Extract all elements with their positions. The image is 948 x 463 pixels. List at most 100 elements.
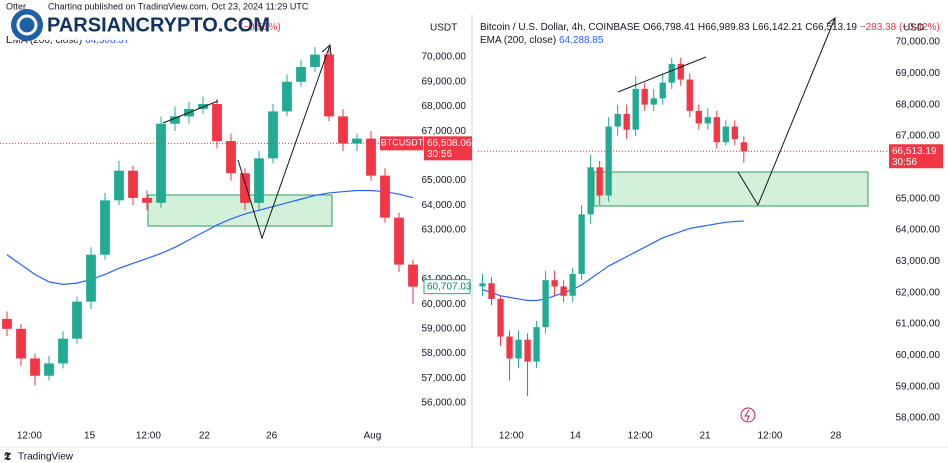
candle-body [614,114,621,127]
price-tag-timer: 30:56 [427,149,452,160]
y-tick-label: 60,000.00 [422,299,467,310]
y-tick-label: 68,000.00 [422,101,467,112]
candle-body [605,126,612,196]
candle-body [578,214,585,274]
candle-body [310,54,320,67]
candle-body [254,158,264,203]
x-tick-label: 12:00 [499,431,524,442]
candle-body [352,138,362,144]
y-tick-label: 56,000.00 [422,398,467,409]
arrow-head [826,17,836,28]
symbol-tag [380,136,423,151]
y-tick-label: 64,000.00 [896,225,941,236]
candle-body [740,142,747,152]
chart-panel: 70,000.00 69,000.00 68,000.00 67,000.00 65,0… [0,47,472,442]
candle-body [650,98,657,105]
candle-body [515,339,522,359]
candle-body [268,111,278,159]
chart-panel: 70,000.00 69,000.00 68,000.00 67,000.00 65,0… [478,37,943,442]
candle-body [128,170,138,198]
candle-body [506,336,513,359]
y-tick-label: 63,000.00 [422,225,467,236]
ema-line [6,189,414,285]
price-tag-timer: 30:56 [892,157,917,168]
header: Charting published on TradingView.com, O… [48,1,309,11]
ema-value: 64,288.85 [559,35,604,46]
candle-body [587,167,594,215]
y-tick-label: 59,000.00 [422,323,467,334]
ema-value: 64,308.37 [85,35,130,46]
candle-body [86,254,96,302]
footer-brand: TradingView [18,452,74,463]
candle-body [533,327,540,362]
trend-line [617,56,707,93]
x-tick-label: Aug [364,431,382,442]
candle-body [551,280,558,287]
legend-item: C66,513.19 [805,22,857,33]
x-tick-label: 15 [84,431,96,442]
candle-body [659,82,666,99]
candle-body [713,117,720,143]
ema-line [482,220,744,302]
y-tick-label: 59,000.00 [896,381,941,392]
candle-body [226,141,236,174]
header-prefix: Otter [6,1,26,11]
candle-body [240,173,250,203]
x-tick-label: 28 [830,431,842,442]
y-tick-label: 62,000.00 [896,287,941,298]
candle-body [704,117,711,124]
price-tag-value: 66,508.06 [427,138,472,149]
y-tick-label: 68,000.00 [896,99,941,110]
marker-tag-value: 60,707.03 [427,281,472,292]
candle-body [623,114,630,130]
legend-item: Bitcoin / U.S. Dollar, 4h, COINBASE [480,22,640,33]
y-tick-label: 63,000.00 [896,256,941,267]
x-tick-label: 12:00 [757,431,782,442]
projection-path [237,44,331,240]
candle-body [282,81,292,112]
ema-legend: EMA (200, close) 64,288.85 [480,35,604,46]
logo-icon [11,9,43,41]
candle-body [338,116,348,144]
legend-item: −342.53 (−0.51%) [201,22,281,33]
legend-right: Bitcoin / U.S. Dollar, 4h, COINBASE O66,… [480,22,940,33]
logo-bg [8,10,236,40]
candle-body [156,123,166,203]
y-tick-label: 58,000.00 [422,348,467,359]
candle-body [114,170,124,201]
logo-icon-ring [16,14,38,36]
y-tick-label: 57,000.00 [422,373,467,384]
legend-item: O66,798.41 [643,22,696,33]
footer-icon: 𝕿 [4,451,11,463]
y-tick-label: 70,000.00 [422,52,467,63]
symbol-tag-text: BTCUSDT [381,138,424,148]
legend-item: H66,989.83 [698,22,750,33]
demand-zone [593,171,869,207]
x-tick-label: 12:00 [136,431,161,442]
ema-name: EMA (200, close) [6,35,82,46]
candle-body [142,197,152,203]
price-tag [424,136,472,161]
candle-body [542,280,549,328]
y-tick-label: 65,000.00 [896,193,941,204]
y-tick-label: 70,000.00 [896,37,941,48]
candle-body [394,217,404,265]
currency: USDT [430,23,457,34]
x-tick-label: 14 [570,431,582,442]
candle-body [695,110,702,124]
candle-body [380,175,390,218]
candle-body [677,63,684,80]
price-tag [889,144,943,169]
x-tick-label: 12:00 [628,431,653,442]
candle-body [524,339,531,362]
candle-body [44,363,54,376]
candle-body [632,88,639,130]
candle-body [72,301,82,339]
currency: USD [903,23,924,34]
candle-body [488,283,495,299]
y-tick-label: 61,000.00 [896,319,941,330]
legend-item: −283.38 (−0.42%) [860,22,940,33]
